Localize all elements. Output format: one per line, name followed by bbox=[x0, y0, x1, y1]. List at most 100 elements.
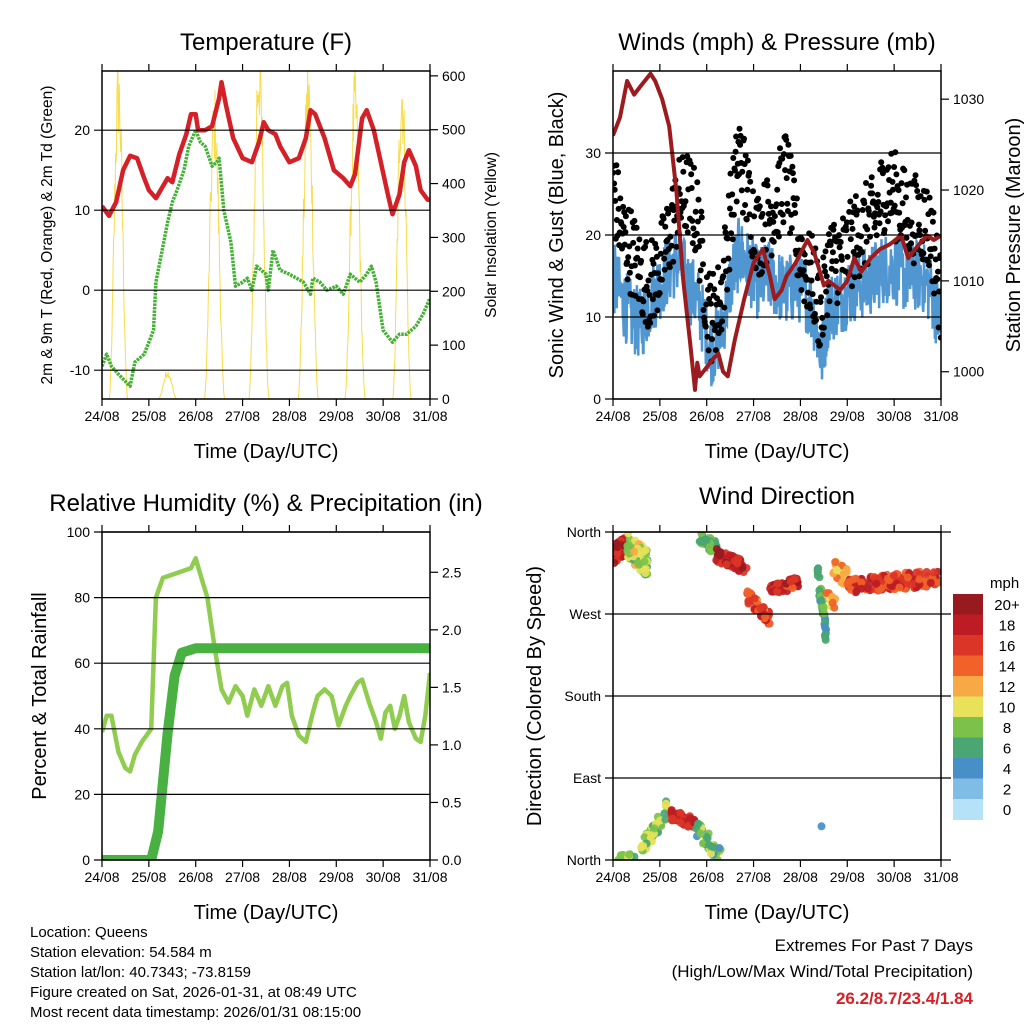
gust-point bbox=[720, 273, 727, 280]
gust-point bbox=[625, 254, 632, 261]
direction-point bbox=[694, 820, 703, 829]
gust-point bbox=[725, 255, 732, 262]
gust-point bbox=[791, 177, 798, 184]
gust-point bbox=[936, 288, 941, 295]
direction-point bbox=[639, 548, 647, 556]
gust-point bbox=[937, 334, 941, 341]
direction-point bbox=[817, 822, 826, 831]
gust-point bbox=[927, 253, 934, 260]
gust-point bbox=[732, 167, 738, 174]
direction-point bbox=[844, 578, 853, 586]
y-tick-label: 0 bbox=[593, 391, 601, 407]
gust-point bbox=[847, 198, 854, 205]
gust-point bbox=[742, 202, 749, 208]
y-tick-label: 100 bbox=[67, 524, 91, 540]
gust-point bbox=[647, 319, 654, 326]
direction-y-axis-title: Direction (Colored By Speed) bbox=[524, 566, 546, 826]
plot-frame bbox=[612, 531, 942, 861]
gust-point bbox=[626, 243, 633, 250]
gust-point bbox=[650, 260, 657, 267]
y-tick-label: 0 bbox=[82, 282, 90, 298]
direction-point bbox=[695, 537, 704, 546]
gust-point bbox=[707, 282, 714, 289]
colorbar-label: 20+ bbox=[994, 597, 1020, 614]
gust-point bbox=[819, 331, 826, 338]
right-tick-label: 600 bbox=[442, 68, 466, 84]
extremes-values: 26.2/8.7/23.4/1.84 bbox=[836, 989, 974, 1008]
x-tick-label: 27/08 bbox=[736, 869, 771, 885]
gust-point bbox=[823, 273, 830, 280]
direction-point bbox=[646, 834, 655, 843]
x-tick-label: 27/08 bbox=[225, 869, 260, 885]
gust-point bbox=[874, 204, 881, 211]
gust-point bbox=[696, 277, 703, 284]
x-tick-label: 30/08 bbox=[366, 408, 401, 424]
x-tick-label: 28/08 bbox=[783, 408, 818, 424]
gust-point bbox=[821, 263, 828, 270]
gust-point bbox=[770, 238, 777, 245]
gust-point bbox=[818, 294, 824, 301]
colorbar-swatch bbox=[953, 635, 983, 656]
gust-point bbox=[898, 180, 905, 187]
y-tick-label: West bbox=[569, 606, 601, 622]
direction-point bbox=[813, 564, 822, 573]
direction-point bbox=[926, 578, 935, 587]
wind-direction-chart-title: Wind Direction bbox=[699, 483, 855, 510]
winds-x-axis-title: Time (Day/UTC) bbox=[705, 441, 850, 463]
gust-point bbox=[915, 221, 922, 228]
gust-point bbox=[829, 249, 836, 256]
gust-point bbox=[637, 274, 643, 281]
winds-chart-title: Winds (mph) & Pressure (mb) bbox=[618, 29, 935, 56]
gust-point bbox=[770, 218, 777, 225]
y-tick-label: North bbox=[567, 852, 601, 868]
gust-point bbox=[750, 188, 756, 195]
gust-point bbox=[849, 283, 855, 290]
gust-point bbox=[613, 197, 619, 204]
gust-point bbox=[624, 259, 631, 266]
gust-point bbox=[859, 207, 866, 213]
gust-point bbox=[929, 218, 936, 225]
gust-point bbox=[779, 155, 786, 162]
x-tick-label: 31/08 bbox=[412, 408, 447, 424]
x-tick-label: 26/08 bbox=[178, 408, 213, 424]
gust-point bbox=[746, 169, 753, 176]
gust-point bbox=[666, 264, 673, 271]
colorbar-label: 4 bbox=[1003, 761, 1011, 778]
gust-point bbox=[809, 291, 816, 298]
gust-point bbox=[733, 198, 740, 205]
gust-point bbox=[826, 298, 833, 305]
right-tick-label: 400 bbox=[442, 176, 466, 192]
speed-colorbar: 20+ 18 16 14 12 10 8 6 4 2 0 bbox=[953, 594, 1020, 820]
direction-point bbox=[676, 818, 685, 827]
gust-point bbox=[832, 268, 839, 275]
direction-point bbox=[637, 843, 646, 852]
gust-point bbox=[613, 162, 620, 169]
gust-point bbox=[807, 305, 814, 312]
gust-point bbox=[922, 227, 929, 234]
plot-frame bbox=[101, 531, 431, 861]
temperature-chart-title: Temperature (F) bbox=[180, 29, 352, 56]
x-tick-label: 25/08 bbox=[131, 869, 166, 885]
gust-point bbox=[638, 257, 645, 264]
x-tick-label: 29/08 bbox=[830, 869, 865, 885]
direction-point bbox=[715, 844, 724, 852]
gust-point bbox=[847, 236, 854, 243]
gust-point bbox=[764, 177, 771, 184]
gust-point bbox=[861, 200, 868, 207]
direction-point bbox=[895, 583, 904, 592]
gust-point bbox=[876, 220, 883, 227]
direction-point bbox=[703, 834, 712, 843]
plot-frame bbox=[101, 70, 431, 400]
direction-point bbox=[660, 809, 669, 818]
x-tick-label: 27/08 bbox=[225, 408, 260, 424]
gust-point bbox=[891, 164, 898, 170]
gust-point bbox=[878, 159, 885, 166]
gust-point bbox=[645, 277, 652, 284]
gust-point bbox=[868, 182, 875, 189]
direction-point bbox=[863, 584, 872, 593]
gust-point bbox=[851, 203, 858, 210]
solar-insolation-line bbox=[203, 90, 226, 399]
gust-point bbox=[727, 205, 733, 212]
